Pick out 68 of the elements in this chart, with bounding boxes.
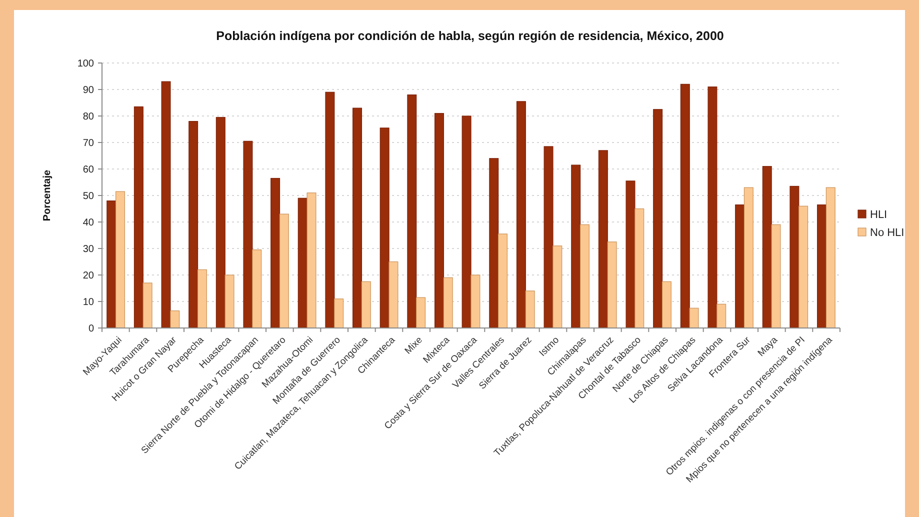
bar	[571, 164, 581, 328]
bar	[380, 128, 390, 328]
bar	[716, 304, 726, 328]
y-tick-label: 10	[82, 297, 94, 308]
bar	[407, 94, 417, 328]
bar	[161, 81, 171, 328]
bar	[817, 204, 826, 328]
bar	[708, 86, 718, 328]
chart-title: Población indígena por condición de habla, según región de residencia, México, 2000	[216, 29, 724, 43]
bar	[334, 298, 344, 328]
y-tick-label: 50	[82, 191, 94, 202]
y-axis-title: Porcentaje	[42, 170, 53, 222]
bar	[744, 187, 754, 328]
y-tick-label: 80	[82, 112, 94, 122]
bar	[279, 214, 289, 328]
y-tick-label: 100	[77, 58, 94, 70]
bar	[544, 146, 554, 328]
bar	[134, 106, 144, 328]
bar	[790, 186, 800, 328]
bar	[634, 208, 644, 328]
bar	[361, 281, 371, 328]
bar	[443, 277, 453, 328]
bar	[462, 116, 472, 328]
bar	[470, 274, 480, 328]
bar	[826, 187, 836, 328]
bar	[116, 191, 125, 328]
bar	[598, 150, 608, 328]
y-tick-label: 60	[82, 164, 94, 176]
bar	[170, 310, 180, 328]
bar	[197, 269, 207, 328]
bar	[216, 117, 226, 328]
bar	[252, 250, 262, 328]
bar	[680, 84, 690, 328]
bar	[188, 121, 198, 328]
bar	[626, 180, 636, 328]
bar	[689, 308, 699, 328]
bar	[106, 200, 116, 328]
bar	[306, 192, 316, 328]
bar	[142, 282, 152, 328]
legend-label: HLI	[870, 208, 888, 221]
bar	[352, 108, 362, 328]
bar	[416, 297, 426, 328]
y-tick-label: 0	[88, 324, 94, 334]
y-tick-label: 40	[82, 218, 94, 228]
bar	[735, 204, 745, 328]
bar	[525, 290, 535, 328]
y-tick-label: 90	[82, 85, 94, 96]
bar	[489, 158, 499, 328]
bar	[580, 224, 590, 328]
bar	[434, 113, 444, 328]
bar	[516, 101, 526, 328]
bar	[798, 206, 808, 328]
bar	[662, 281, 672, 328]
bar	[325, 92, 335, 328]
bar	[224, 274, 234, 328]
bar	[653, 109, 663, 328]
bar	[607, 242, 617, 328]
bar	[771, 224, 781, 328]
bar	[270, 178, 280, 328]
bar	[498, 234, 508, 328]
legend-label: No HLI	[870, 226, 904, 239]
bar	[552, 246, 562, 328]
bar	[243, 140, 253, 328]
y-tick-label: 30	[82, 244, 94, 255]
bar	[762, 166, 772, 328]
y-tick-label: 20	[82, 270, 94, 282]
bar	[388, 261, 398, 328]
y-tick-label: 70	[82, 138, 94, 149]
